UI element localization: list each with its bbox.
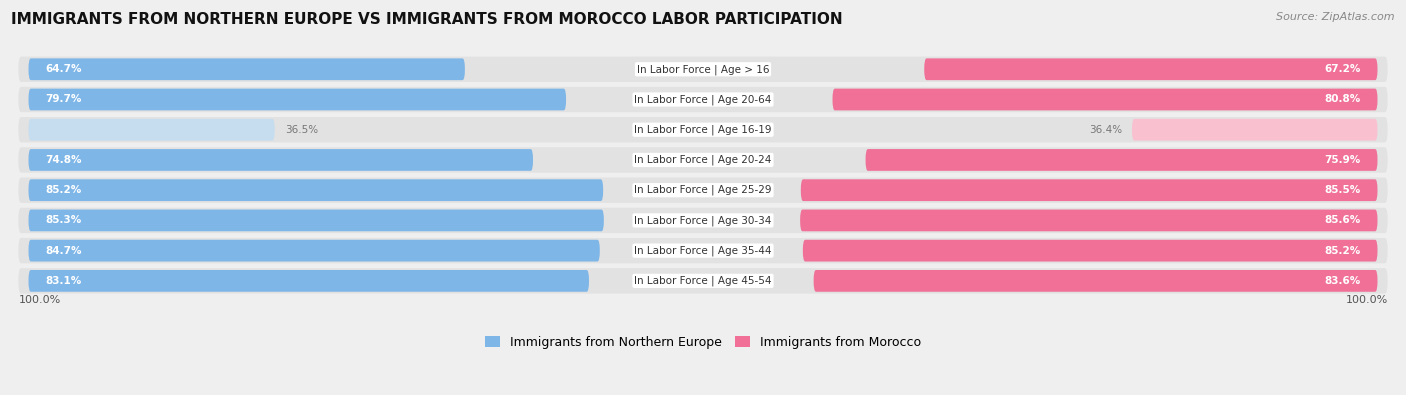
FancyBboxPatch shape: [832, 88, 1378, 110]
Text: 85.3%: 85.3%: [45, 215, 82, 226]
Text: 85.6%: 85.6%: [1324, 215, 1361, 226]
FancyBboxPatch shape: [28, 149, 533, 171]
FancyBboxPatch shape: [18, 87, 1388, 112]
FancyBboxPatch shape: [18, 238, 1388, 263]
FancyBboxPatch shape: [18, 56, 1388, 82]
FancyBboxPatch shape: [924, 58, 1378, 80]
Text: In Labor Force | Age > 16: In Labor Force | Age > 16: [637, 64, 769, 75]
FancyBboxPatch shape: [1132, 119, 1378, 141]
Text: 85.2%: 85.2%: [45, 185, 82, 195]
Text: 83.6%: 83.6%: [1324, 276, 1361, 286]
Text: In Labor Force | Age 30-34: In Labor Force | Age 30-34: [634, 215, 772, 226]
Text: 85.2%: 85.2%: [1324, 246, 1361, 256]
Text: 85.5%: 85.5%: [1324, 185, 1361, 195]
Text: In Labor Force | Age 35-44: In Labor Force | Age 35-44: [634, 245, 772, 256]
Text: 36.4%: 36.4%: [1088, 125, 1122, 135]
Text: In Labor Force | Age 25-29: In Labor Force | Age 25-29: [634, 185, 772, 196]
Text: 100.0%: 100.0%: [1346, 295, 1388, 305]
FancyBboxPatch shape: [18, 177, 1388, 203]
Text: 75.9%: 75.9%: [1324, 155, 1361, 165]
FancyBboxPatch shape: [28, 88, 567, 110]
Text: 79.7%: 79.7%: [45, 94, 82, 105]
Text: In Labor Force | Age 20-24: In Labor Force | Age 20-24: [634, 155, 772, 165]
FancyBboxPatch shape: [28, 240, 600, 261]
FancyBboxPatch shape: [28, 270, 589, 292]
FancyBboxPatch shape: [800, 209, 1378, 231]
FancyBboxPatch shape: [814, 270, 1378, 292]
FancyBboxPatch shape: [18, 147, 1388, 173]
Text: IMMIGRANTS FROM NORTHERN EUROPE VS IMMIGRANTS FROM MOROCCO LABOR PARTICIPATION: IMMIGRANTS FROM NORTHERN EUROPE VS IMMIG…: [11, 12, 842, 27]
FancyBboxPatch shape: [28, 209, 603, 231]
Text: In Labor Force | Age 45-54: In Labor Force | Age 45-54: [634, 276, 772, 286]
Text: 83.1%: 83.1%: [45, 276, 82, 286]
Text: 67.2%: 67.2%: [1324, 64, 1361, 74]
FancyBboxPatch shape: [28, 119, 274, 141]
FancyBboxPatch shape: [803, 240, 1378, 261]
FancyBboxPatch shape: [801, 179, 1378, 201]
FancyBboxPatch shape: [866, 149, 1378, 171]
Text: 80.8%: 80.8%: [1324, 94, 1361, 105]
FancyBboxPatch shape: [28, 179, 603, 201]
Text: In Labor Force | Age 16-19: In Labor Force | Age 16-19: [634, 124, 772, 135]
Text: 64.7%: 64.7%: [45, 64, 82, 74]
Text: 74.8%: 74.8%: [45, 155, 82, 165]
Text: In Labor Force | Age 20-64: In Labor Force | Age 20-64: [634, 94, 772, 105]
Text: 36.5%: 36.5%: [285, 125, 318, 135]
FancyBboxPatch shape: [18, 117, 1388, 143]
FancyBboxPatch shape: [18, 268, 1388, 293]
Text: 84.7%: 84.7%: [45, 246, 82, 256]
FancyBboxPatch shape: [18, 208, 1388, 233]
FancyBboxPatch shape: [28, 58, 465, 80]
Text: Source: ZipAtlas.com: Source: ZipAtlas.com: [1277, 12, 1395, 22]
Text: 100.0%: 100.0%: [18, 295, 60, 305]
Legend: Immigrants from Northern Europe, Immigrants from Morocco: Immigrants from Northern Europe, Immigra…: [481, 331, 925, 354]
